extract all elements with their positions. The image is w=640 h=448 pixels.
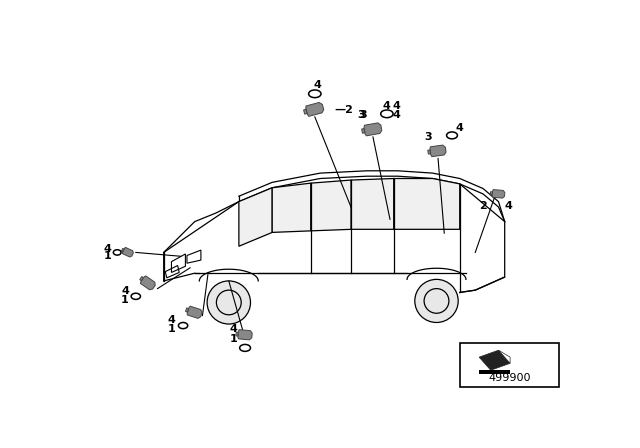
Polygon shape	[306, 103, 324, 116]
Text: 3: 3	[424, 132, 432, 142]
Polygon shape	[236, 332, 238, 336]
Polygon shape	[188, 306, 202, 319]
Polygon shape	[303, 109, 307, 114]
Polygon shape	[499, 350, 510, 363]
Polygon shape	[122, 248, 124, 252]
Polygon shape	[492, 190, 505, 198]
Text: 1: 1	[230, 334, 237, 344]
Polygon shape	[238, 330, 252, 340]
Polygon shape	[351, 178, 394, 229]
Polygon shape	[394, 178, 460, 229]
Text: 4: 4	[230, 324, 237, 334]
Circle shape	[207, 281, 250, 324]
Text: 4: 4	[392, 110, 400, 121]
Polygon shape	[430, 145, 446, 157]
Text: —2: —2	[334, 105, 353, 115]
Polygon shape	[479, 370, 510, 374]
Polygon shape	[239, 188, 272, 246]
Text: 1: 1	[121, 295, 129, 305]
Text: 4: 4	[168, 315, 175, 325]
Polygon shape	[311, 180, 351, 231]
Polygon shape	[140, 276, 143, 281]
Text: 4: 4	[456, 123, 464, 133]
Text: 4: 4	[104, 244, 112, 254]
Polygon shape	[272, 183, 311, 233]
Polygon shape	[122, 247, 133, 257]
Polygon shape	[140, 276, 156, 290]
Text: 1: 1	[168, 324, 175, 334]
Polygon shape	[479, 350, 510, 370]
Circle shape	[415, 280, 458, 323]
Bar	[460, 343, 559, 387]
Polygon shape	[164, 176, 505, 293]
Text: 2: 2	[479, 201, 487, 211]
Polygon shape	[362, 129, 365, 133]
Text: 499900: 499900	[488, 373, 531, 383]
Polygon shape	[428, 150, 431, 154]
Text: 4: 4	[382, 101, 390, 111]
Text: 4: 4	[392, 101, 400, 111]
Text: 3: 3	[358, 110, 365, 121]
Text: 4: 4	[504, 201, 513, 211]
Text: 1: 1	[104, 251, 112, 261]
Text: 4: 4	[313, 80, 321, 90]
Polygon shape	[186, 308, 189, 312]
Text: 3: 3	[359, 110, 367, 121]
Polygon shape	[364, 123, 382, 136]
Polygon shape	[490, 192, 492, 195]
Text: 4: 4	[121, 286, 129, 296]
